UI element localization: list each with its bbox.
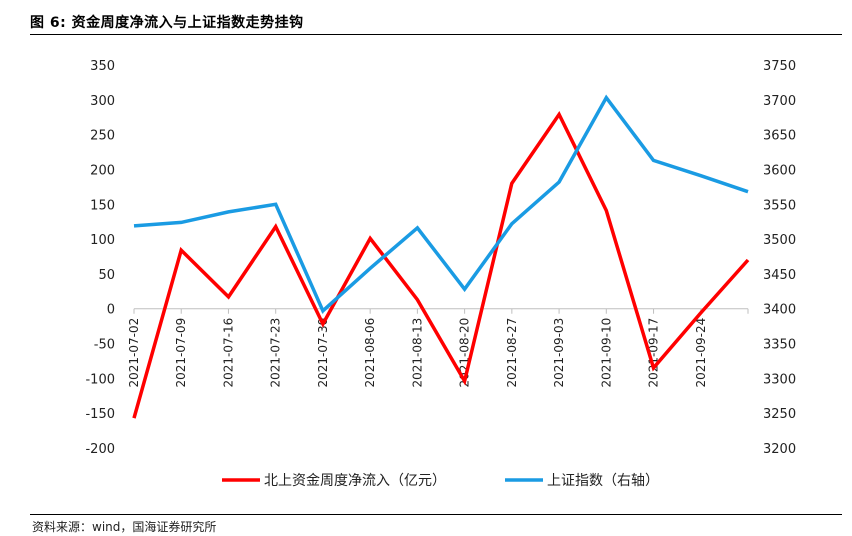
right-tick-label: 3400 <box>763 303 796 318</box>
x-tick-label: 2021-09-10 <box>599 318 613 388</box>
legend-label: 上证指数（右轴） <box>547 473 659 489</box>
x-tick-label: 2021-07-09 <box>174 318 188 388</box>
left-tick-label: -150 <box>85 407 115 422</box>
legend-label: 北上资金周度净流入（亿元） <box>264 473 446 489</box>
x-tick-labels: 2021-07-02 2021-07-09 2021-07-16 2021-07-23… <box>127 318 708 388</box>
north-flow-line <box>132 110 750 419</box>
source-bar: 资料来源：wind，国海证券研究所 <box>30 514 842 534</box>
source-note: 资料来源：wind，国海证券研究所 <box>32 520 217 534</box>
figure-title: 图 6: 资金周度净流入与上证指数走势挂钩 <box>30 15 304 31</box>
x-tick-label: 2021-07-16 <box>221 318 235 388</box>
x-tick-label: 2021-08-06 <box>363 318 377 388</box>
x-tick-label: 2021-09-17 <box>647 318 661 388</box>
right-tick-label: 3750 <box>763 59 796 74</box>
left-tick-label: -50 <box>94 338 115 353</box>
x-tick-label: 2021-09-03 <box>552 318 566 388</box>
right-tick-label: 3300 <box>763 372 796 387</box>
right-tick-label: 3550 <box>763 198 796 213</box>
x-tick-label: 2021-08-27 <box>505 318 519 388</box>
right-tick-label: 3450 <box>763 268 796 283</box>
left-tick-label: 150 <box>90 198 115 213</box>
series-lines <box>132 94 750 419</box>
x-tick-label: 2021-07-30 <box>316 318 330 388</box>
right-tick-label: 3350 <box>763 338 796 353</box>
axes <box>133 308 749 314</box>
right-tick-label: 3700 <box>763 94 796 109</box>
left-tick-label: 0 <box>107 303 115 318</box>
x-tick-label: 2021-07-23 <box>269 318 283 388</box>
left-tick-label: -100 <box>85 372 115 387</box>
legend-item-north-flow: 北上资金周度净流入（亿元） <box>222 473 446 489</box>
x-tick-label: 2021-08-13 <box>410 318 424 388</box>
left-tick-label: 50 <box>98 268 115 283</box>
left-tick-labels: 350 300 250 200 150 100 50 0 -50 -100 -150 -200 <box>85 59 115 457</box>
right-tick-label: 3650 <box>763 129 796 144</box>
right-tick-label: 3600 <box>763 163 796 178</box>
sh-index-line <box>133 94 749 314</box>
left-tick-label: 250 <box>90 129 115 144</box>
right-tick-labels: 3750 3700 3650 3600 3550 3500 3450 3400 3350 3300… <box>763 59 796 457</box>
figure-title-bar: 图 6: 资金周度净流入与上证指数走势挂钩 <box>30 8 842 35</box>
x-tick-label: 2021-07-02 <box>127 318 141 388</box>
right-tick-label: 3250 <box>763 407 796 422</box>
legend: 北上资金周度净流入（亿元） 上证指数（右轴） <box>222 473 659 489</box>
left-tick-label: 100 <box>90 233 115 248</box>
x-tick-label: 2021-09-24 <box>694 318 708 388</box>
left-tick-label: 350 <box>90 59 115 74</box>
legend-item-sh-index: 上证指数（右轴） <box>505 473 659 489</box>
left-tick-label: -200 <box>85 442 115 457</box>
left-tick-label: 300 <box>90 94 115 109</box>
right-tick-label: 3200 <box>763 442 796 457</box>
left-tick-label: 200 <box>90 163 115 178</box>
right-tick-label: 3500 <box>763 233 796 248</box>
